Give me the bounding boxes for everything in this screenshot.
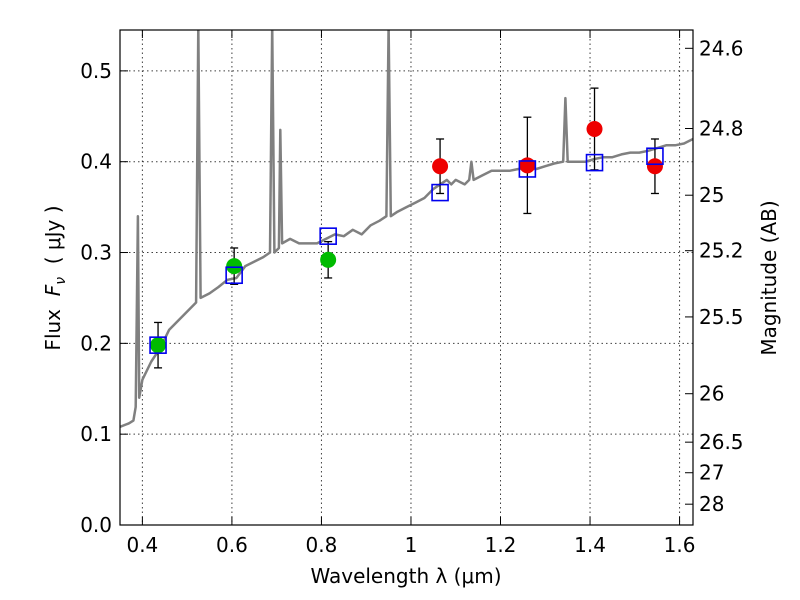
data-point (519, 157, 536, 174)
x-tick-label: 0.8 (306, 533, 338, 557)
model-square-marker (149, 336, 167, 354)
model-square-marker (319, 227, 337, 245)
spectrum-line (120, 30, 693, 429)
model-square-marker (585, 153, 604, 172)
data-point (320, 251, 337, 268)
model-square-marker (225, 266, 243, 285)
y-axis-label-pre: Flux (41, 296, 65, 350)
data-point (646, 158, 663, 175)
y-tick-label: 0.2 (80, 331, 112, 355)
right-tick-label: 24.8 (699, 117, 744, 141)
x-tick-label: 0.4 (126, 533, 158, 557)
y-tick-label: 0.3 (80, 241, 112, 265)
x-tick-label: 1.6 (664, 533, 696, 557)
data-point (226, 258, 243, 275)
model-square-marker (518, 160, 537, 178)
grid-lines (120, 30, 693, 526)
right-tick-label: 25.2 (699, 239, 744, 263)
data-point (586, 121, 603, 137)
axis-ticks: 0.4 0.6 0.8 1 1.2 1.4 1.6 0.0 0.1 0.2 0.3 0.4 0.5 24.… (80, 30, 744, 557)
right-tick-label: 26 (699, 382, 724, 406)
right-tick-label: 26.5 (699, 430, 744, 454)
right-tick-label: 25 (699, 183, 724, 207)
model-square-marker (646, 147, 664, 166)
x-axis-label: Wavelength λ (μm) (310, 564, 501, 588)
y-tick-label: 0.4 (80, 150, 112, 174)
right-tick-label: 25.5 (699, 305, 744, 329)
plot-frame (119, 29, 694, 526)
y-tick-label: 0.1 (80, 422, 112, 446)
y-axis-label: Flux Fν ( μJy ) (41, 205, 69, 350)
right-axis-label: Magnitude (AB) (757, 200, 781, 355)
y-tick-label: 0.5 (80, 59, 112, 83)
y-tick-label: 0.0 (80, 513, 112, 537)
y-axis-label-post: ( μJy ) (41, 205, 65, 277)
y-axis-label-var: F (41, 284, 65, 296)
data-point (150, 337, 167, 354)
right-tick-label: 27 (699, 461, 724, 485)
x-tick-label: 1.2 (485, 533, 517, 557)
x-tick-label: 1.4 (574, 533, 606, 557)
x-tick-label: 0.6 (216, 533, 248, 557)
right-tick-label: 24.6 (699, 36, 744, 60)
right-tick-label: 28 (699, 492, 724, 516)
data-point (432, 158, 449, 175)
y-axis-label-sub: ν (53, 277, 69, 285)
model-square-marker (431, 183, 449, 202)
x-tick-label: 1 (405, 533, 418, 557)
data-markers (149, 87, 664, 369)
model-spectrum (120, 30, 693, 429)
